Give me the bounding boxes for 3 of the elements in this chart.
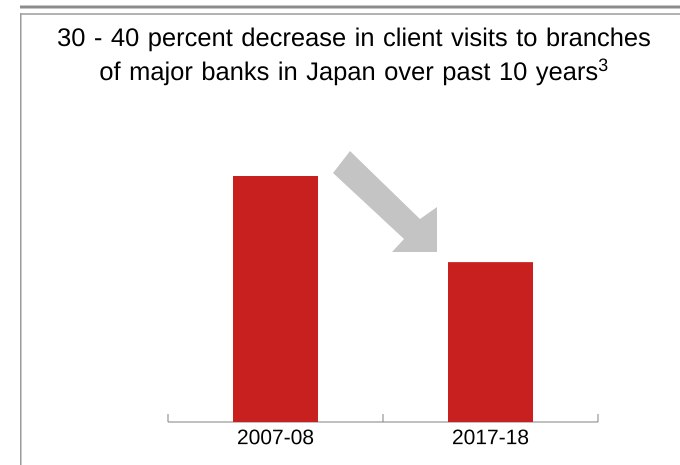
chart-title: 30 - 40 percent decrease in client visits to branches of major banks in Japan over past 10 years$^{3}$ (58, 28, 650, 86)
x-tick-label: 2017-18 (453, 430, 528, 444)
x-tick-label: 2007-08 (238, 430, 314, 444)
